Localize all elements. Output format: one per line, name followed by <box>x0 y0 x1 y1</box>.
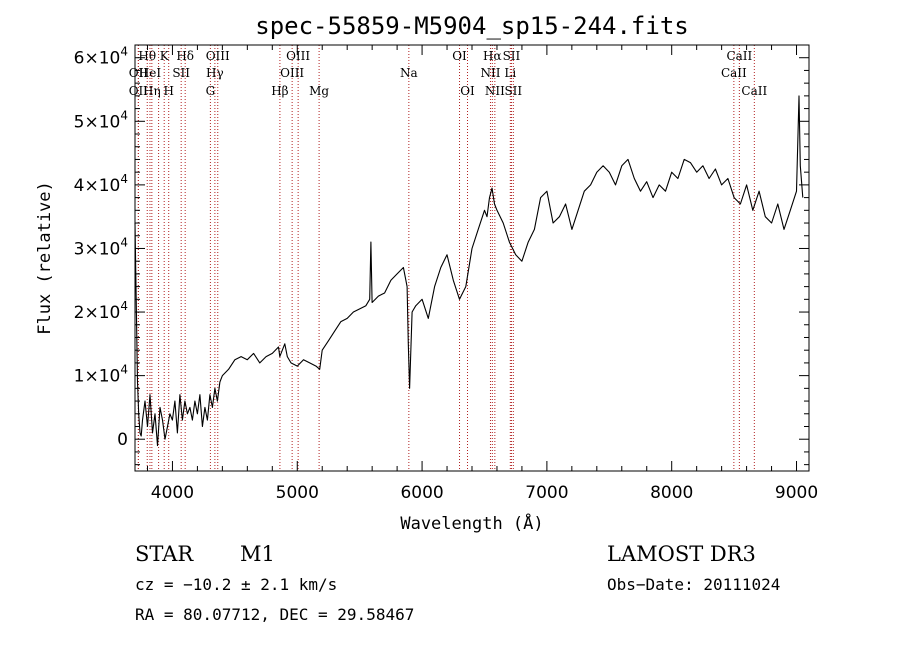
emission-line-markers <box>137 45 755 471</box>
emission-line-label: OIII <box>206 49 230 63</box>
emission-line-label: H <box>163 84 173 98</box>
emission-line-label: SII <box>503 49 521 63</box>
y-tick-label: 6×104 <box>74 45 128 69</box>
emission-line-label: OII <box>129 84 149 98</box>
emission-line-label: OIII <box>286 49 310 63</box>
x-tick-label: 5000 <box>276 483 319 503</box>
chart-title: spec-55859-M5904_sp15-244.fits <box>255 12 688 40</box>
emission-line-label: CaII <box>726 49 752 63</box>
emission-line-label: K <box>160 49 170 63</box>
y-axis-label: Flux (relative) <box>35 181 55 335</box>
obs-date-text: Obs−Date: 20111024 <box>607 575 780 594</box>
survey-name: LAMOST DR3 <box>607 542 756 566</box>
emission-line-label: Hθ <box>138 49 156 63</box>
emission-line-label: OI <box>460 84 475 98</box>
x-tick-label: 7000 <box>525 483 568 503</box>
x-tick-label: 6000 <box>400 483 443 503</box>
coordinates-text: RA = 80.07712, DEC = 29.58467 <box>135 605 414 624</box>
x-tick-label: 8000 <box>650 483 693 503</box>
emission-line-label: Na <box>400 66 418 80</box>
emission-line-label: Hα <box>483 49 502 63</box>
emission-line-labels: OII OII Hθ HeI Hη K H SII Hδ G Hγ OIII Hβ OIII OIII Mg N… <box>129 49 768 98</box>
y-tick-label: 2×104 <box>74 299 128 323</box>
x-tick-label: 9000 <box>775 483 818 503</box>
spectrum-line <box>134 95 804 447</box>
emission-line-label: SII <box>504 84 522 98</box>
emission-line-label: CaII <box>741 84 767 98</box>
redshift-text: cz = −10.2 ± 2.1 km/s <box>135 575 337 594</box>
spectrum-series <box>134 95 804 447</box>
emission-line-label: Hδ <box>176 49 194 63</box>
emission-line-label: HeI <box>139 66 162 80</box>
x-tick-label: 4000 <box>151 483 194 503</box>
emission-line-label: Li <box>504 66 516 80</box>
object-subclass: M1 <box>240 542 275 566</box>
emission-line-label: G <box>206 84 216 98</box>
emission-line-label: NII <box>485 84 505 98</box>
emission-line-label: SII <box>172 66 190 80</box>
y-tick-label: 3×104 <box>74 235 128 259</box>
y-axis: 0 1×104 2×104 3×104 4×104 5×104 6×104 <box>74 44 809 466</box>
emission-line-label: NII <box>480 66 500 80</box>
emission-line-label: OIII <box>280 66 304 80</box>
emission-line-label: OI <box>452 49 467 63</box>
y-tick-label: 4×104 <box>74 172 128 196</box>
y-tick-label: 5×104 <box>74 108 128 132</box>
emission-line-label: Mg <box>309 84 329 98</box>
y-tick-label: 1×104 <box>74 363 128 387</box>
emission-line-label: CaII <box>721 66 747 80</box>
emission-line-label: Hβ <box>271 84 288 98</box>
x-axis-label: Wavelength (Å) <box>400 512 543 534</box>
object-class: STAR <box>135 542 194 566</box>
x-axis: 4000 5000 6000 7000 8000 9000 <box>146 45 818 503</box>
emission-line-label: OII <box>129 66 149 80</box>
plot-frame <box>134 44 810 472</box>
emission-line-label: Hη <box>143 84 161 98</box>
emission-line-label: Hγ <box>206 66 224 80</box>
y-tick-label: 0 <box>117 430 128 450</box>
